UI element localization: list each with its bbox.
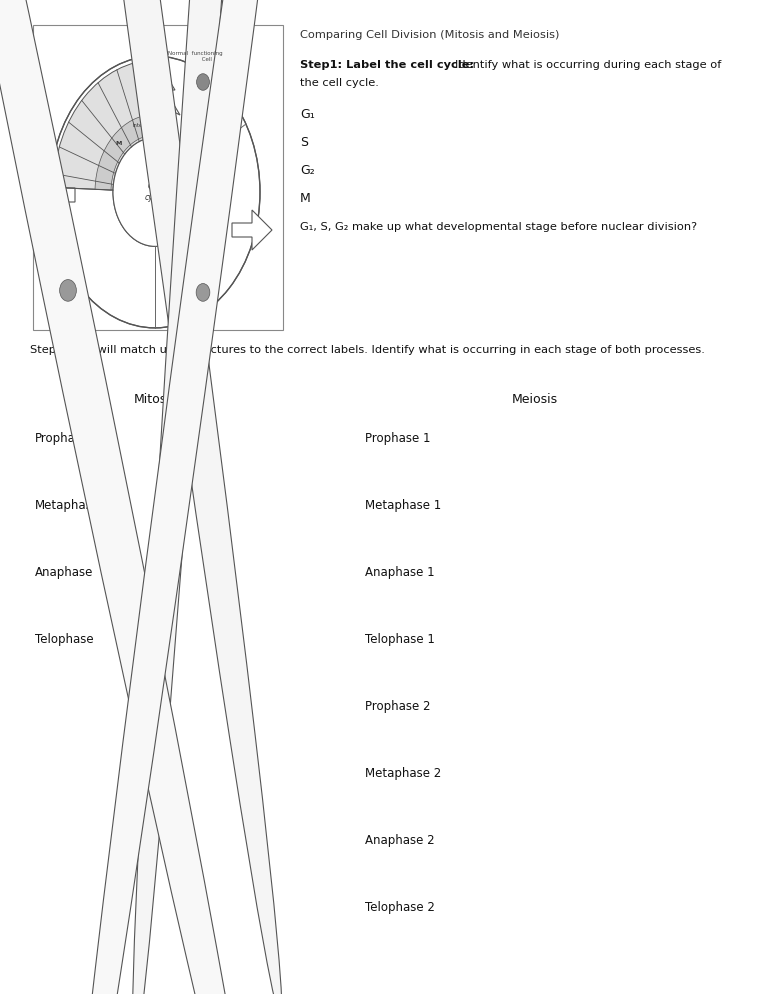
Text: G₁, S, G₂ make up what developmental stage before nuclear division?: G₁, S, G₂ make up what developmental sta… (300, 222, 697, 232)
Text: G₁: G₁ (300, 108, 315, 121)
Wedge shape (53, 61, 155, 190)
Circle shape (113, 137, 197, 247)
Text: Prophase 1: Prophase 1 (365, 432, 431, 445)
Text: interphase: interphase (133, 123, 161, 128)
Text: Prophase: Prophase (35, 432, 89, 445)
Ellipse shape (132, 0, 267, 994)
Text: Step1: Label the cell cycle:: Step1: Label the cell cycle: (300, 60, 482, 70)
Text: M: M (300, 192, 311, 205)
Text: Anaphase 1: Anaphase 1 (365, 566, 435, 579)
Text: the cell cycle.: the cell cycle. (300, 78, 379, 88)
Text: S: S (300, 136, 308, 149)
Text: Comparing Cell Division (Mitosis and Meiosis): Comparing Cell Division (Mitosis and Mei… (300, 30, 559, 40)
Bar (33, 25, 283, 330)
Ellipse shape (68, 0, 332, 994)
Text: Normal  functioning
             Cell: Normal functioning Cell (167, 52, 222, 62)
Ellipse shape (18, 0, 282, 994)
Polygon shape (35, 175, 75, 215)
Wedge shape (95, 114, 155, 190)
Text: Cell
cycle: Cell cycle (145, 182, 165, 202)
Text: Telophase: Telophase (35, 633, 94, 646)
Text: Telophase 1: Telophase 1 (365, 633, 435, 646)
Text: M: M (116, 141, 122, 146)
Text: Step 2: You will match up the pictures to the correct labels. Identify what is o: Step 2: You will match up the pictures t… (30, 345, 705, 355)
Text: Metaphase: Metaphase (35, 499, 100, 512)
Polygon shape (232, 210, 272, 250)
Text: Metaphase 2: Metaphase 2 (365, 767, 442, 780)
Text: Prophase 2: Prophase 2 (365, 700, 431, 713)
Text: Mitosis: Mitosis (134, 393, 177, 406)
Wedge shape (50, 56, 260, 328)
Ellipse shape (0, 0, 260, 994)
Text: phase: phase (184, 90, 204, 104)
Circle shape (197, 74, 210, 90)
Circle shape (196, 283, 210, 301)
Text: Anaphase: Anaphase (35, 566, 94, 579)
Text: Identify what is occurring during each stage of: Identify what is occurring during each s… (455, 60, 721, 70)
Polygon shape (145, 65, 180, 115)
Circle shape (60, 279, 76, 301)
Text: Metaphase 1: Metaphase 1 (365, 499, 442, 512)
Text: Anaphase 2: Anaphase 2 (365, 834, 435, 847)
Text: G₂: G₂ (300, 164, 315, 177)
Text: Meiosis: Meiosis (512, 393, 558, 406)
Text: Telophase 2: Telophase 2 (365, 901, 435, 914)
